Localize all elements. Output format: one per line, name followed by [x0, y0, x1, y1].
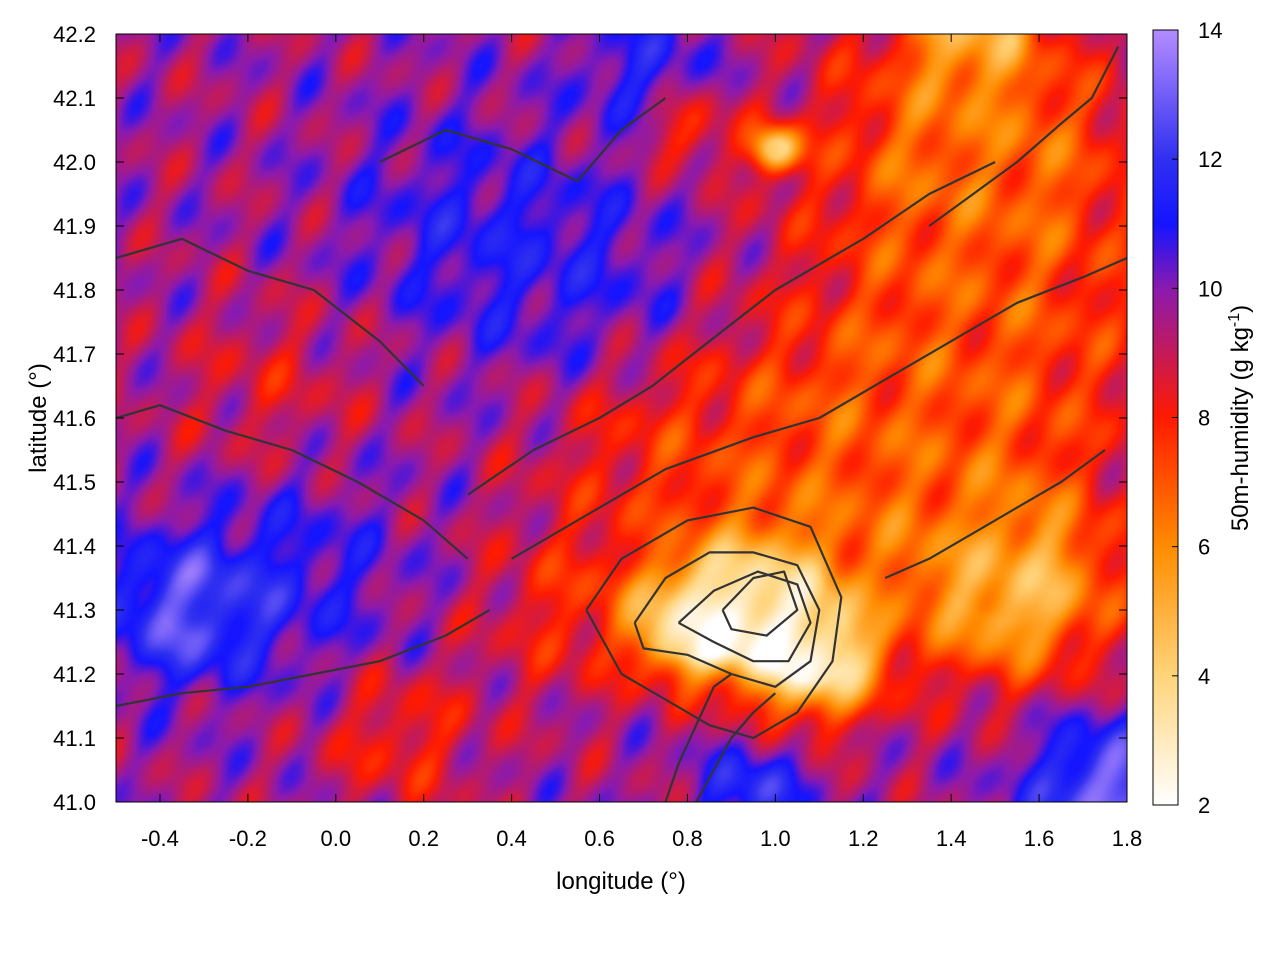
contour-line — [511, 256, 1127, 560]
contour-line — [677, 570, 812, 663]
contour-line — [116, 404, 469, 560]
contour-line — [379, 97, 667, 183]
contour-line — [585, 506, 843, 740]
colorbar-tick-label: 6 — [1198, 535, 1210, 560]
x-tick-label: 1.2 — [848, 826, 879, 851]
contour-line — [928, 46, 1120, 227]
x-tick-label: 0.8 — [672, 826, 703, 851]
y-axis-title: latitude (°) — [25, 363, 52, 473]
y-axis: 41.0 41.1 41.2 41.3 41.4 41.5 41.6 41.7 41.8 41.9… — [53, 22, 1127, 815]
colorbar-label: 50m-humidity (g kg-1) — [1226, 305, 1254, 531]
x-tick-label: 0.0 — [320, 826, 351, 851]
x-tick-label: 1.8 — [1112, 826, 1143, 851]
contour-line — [664, 673, 733, 802]
contour-line — [695, 692, 777, 802]
y-tick-label: 41.6 — [53, 406, 96, 431]
x-tick-label: 0.6 — [584, 826, 615, 851]
colorbar-label-superscript: -1 — [1226, 313, 1243, 327]
y-tick-label: 41.4 — [53, 534, 96, 559]
colorbar-label-text: 50m-humidity (g kg — [1227, 327, 1254, 531]
colorbar-tick-label: 4 — [1198, 664, 1210, 689]
x-tick-label: -0.2 — [229, 826, 267, 851]
y-tick-label: 42.0 — [53, 150, 96, 175]
colorbar-tick-label: 2 — [1198, 793, 1210, 818]
humidity-heatmap — [116, 34, 1127, 802]
x-tick-label: -0.4 — [141, 826, 179, 851]
contour-line — [467, 161, 996, 496]
y-tick-label: 41.7 — [53, 342, 96, 367]
contour-line — [116, 609, 491, 708]
colorbar-tick-label: 12 — [1198, 147, 1222, 172]
colorbar-ticks: 2 4 6 8 10 12 14 — [1172, 18, 1222, 818]
y-tick-label: 41.2 — [53, 662, 96, 687]
x-tick-label: 0.4 — [496, 826, 527, 851]
y-tick-label: 41.9 — [53, 214, 96, 239]
colorbar-tick-label: 14 — [1198, 18, 1222, 43]
y-tick-label: 42.1 — [53, 86, 96, 111]
contour-line — [721, 570, 799, 637]
y-tick-label: 41.0 — [53, 790, 96, 815]
x-tick-label: 1.4 — [936, 826, 967, 851]
contour-line — [116, 237, 425, 387]
x-tick-label: 1.6 — [1024, 826, 1055, 851]
y-tick-label: 41.3 — [53, 598, 96, 623]
contour-lines — [116, 46, 1127, 802]
x-axis: -0.4 -0.2 0.0 0.2 0.4 0.6 0.8 1.0 1.2 1.4 1.6 1.8 — [141, 34, 1142, 851]
y-tick-label: 42.2 — [53, 22, 96, 47]
x-tick-label: 0.2 — [408, 826, 439, 851]
colorbar-tick-label: 10 — [1198, 276, 1222, 301]
x-axis-title: longitude (°) — [556, 868, 686, 895]
contour-line — [633, 551, 821, 688]
heatmap-layer — [116, 34, 1127, 802]
colorbar-label-close: ) — [1227, 305, 1254, 313]
contour-line — [884, 449, 1106, 580]
y-tick-label: 41.5 — [53, 470, 96, 495]
y-tick-label: 41.8 — [53, 278, 96, 303]
x-tick-label: 1.0 — [760, 826, 791, 851]
colorbar: 2 4 6 8 10 12 14 50m-humidity (g kg-1) — [1152, 18, 1254, 818]
y-tick-label: 41.1 — [53, 726, 96, 751]
colorbar-tick-label: 8 — [1198, 406, 1210, 431]
